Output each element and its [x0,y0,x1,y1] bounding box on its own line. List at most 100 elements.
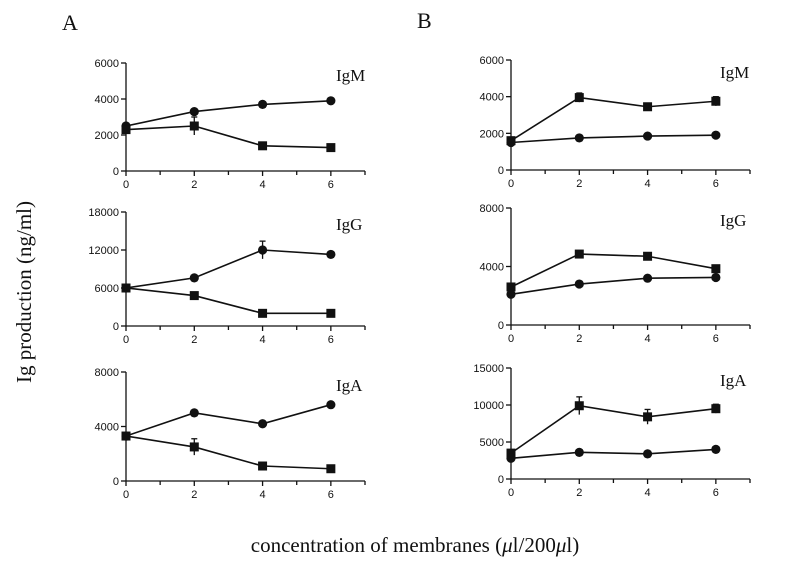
data-point-circle [257,419,268,429]
y-tick-label: 0 [498,165,504,177]
data-point-circle [506,453,516,463]
data-point-square [258,461,268,471]
data-point-square [643,251,653,261]
data-point-square [121,125,131,135]
data-point-square [189,442,199,452]
subplot-label: IgA [720,371,747,390]
y-axis-label: Ig production (ng/ml) [12,201,36,383]
y-tick-label: 8000 [480,203,504,215]
data-point-circle [506,289,516,299]
data-point-square [189,291,199,301]
x-tick-label: 0 [123,334,129,346]
y-tick-label: 10000 [473,400,504,412]
x-tick-label: 4 [645,333,651,345]
data-point-circle [642,449,653,459]
data-point-circle [326,249,336,260]
x-tick-label: 0 [508,333,514,345]
x-tick-label: 2 [576,487,582,499]
data-point-square [326,143,336,153]
data-point-square [506,448,516,458]
data-point-square [326,464,336,474]
series-line-square [125,125,331,149]
data-point-square [711,404,721,414]
y-tick-label: 0 [498,474,504,486]
data-point-circle [711,272,721,283]
y-tick-label: 12000 [88,245,119,257]
series-line-circle [510,448,716,460]
y-tick-label: 2000 [480,128,504,140]
x-tick-label: 0 [123,489,129,501]
x-tick-label: 4 [260,334,266,346]
subplot-a-igm: 0 2000 4000 6000 0 2 4 6 IgM [95,58,366,191]
data-point-square [326,308,336,318]
y-tick-label: 4000 [480,262,504,274]
x-tick-label: 0 [508,487,514,499]
data-point-square [574,249,584,259]
data-point-square [643,412,653,422]
subplot-b-iga: 0 5000 10000 15000 0 2 4 6 IgA [473,363,751,499]
subplot-label: IgG [720,211,746,230]
data-point-square [711,96,721,106]
x-tick-label: 6 [713,487,719,499]
subplot-label: IgG [336,215,362,234]
data-point-square [121,283,131,293]
y-tick-label: 8000 [95,367,119,379]
subplot-b-igm: 0 2000 4000 6000 0 2 4 6 IgM [480,55,751,190]
data-point-square [574,401,584,411]
data-point-circle [189,408,199,418]
data-point-square [258,141,268,151]
x-tick-label: 6 [713,178,719,190]
x-tick-label: 2 [191,489,197,501]
y-tick-label: 0 [498,320,504,332]
x-axis-label: concentration of membranes (μl/200μl) [251,533,579,557]
data-point-circle [326,400,336,410]
y-tick-label: 0 [113,476,119,488]
data-point-circle [642,273,653,283]
y-tick-label: 4000 [95,422,119,434]
series-line-circle [125,403,332,437]
y-tick-label: 18000 [88,207,119,219]
data-point-square [189,121,199,131]
y-tick-label: 4000 [95,94,119,106]
data-point-square [121,431,131,441]
x-tick-label: 6 [713,333,719,345]
x-tick-label: 0 [123,179,129,191]
x-tick-label: 2 [576,178,582,190]
x-tick-label: 4 [260,179,266,191]
x-tick-label: 6 [328,489,334,501]
y-tick-label: 4000 [480,92,504,104]
y-tick-label: 0 [113,166,119,178]
data-point-square [574,93,584,103]
subplot-a-iga: 0 4000 8000 0 2 4 6 IgA [95,367,366,501]
y-tick-label: 0 [113,321,119,333]
panel-label-b: B [417,8,432,33]
subplot-label: IgA [336,376,363,395]
y-tick-label: 2000 [95,130,119,142]
series-line-circle [510,276,716,296]
subplot-label: IgM [336,66,365,85]
data-point-circle [326,96,336,106]
series-line-square [125,287,331,315]
data-point-square [506,282,516,292]
data-point-square [643,102,653,112]
data-point-circle [574,133,584,143]
data-point-circle [189,273,199,283]
x-tick-label: 4 [645,178,651,190]
panel-label-a: A [62,10,78,35]
x-tick-label: 2 [191,334,197,346]
x-tick-label: 6 [328,334,334,346]
data-point-circle [711,130,721,140]
x-tick-label: 4 [260,489,266,501]
x-tick-label: 2 [576,333,582,345]
data-point-square [711,264,721,274]
data-point-circle [574,447,584,457]
data-point-circle [257,245,268,255]
series-line-circle [510,134,716,144]
x-tick-label: 4 [645,487,651,499]
x-tick-label: 6 [328,179,334,191]
series-line-square [510,253,717,288]
subplot-a-igg: 0 6000 12000 18000 0 2 4 6 IgG [88,207,366,346]
data-point-circle [711,444,721,454]
